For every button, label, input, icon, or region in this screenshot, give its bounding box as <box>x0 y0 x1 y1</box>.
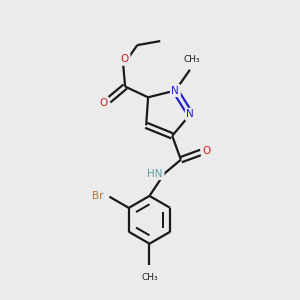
Text: N: N <box>172 85 179 95</box>
Text: Br: Br <box>92 191 103 201</box>
Text: CH₃: CH₃ <box>141 273 158 282</box>
Text: HN: HN <box>147 169 163 178</box>
Text: CH₃: CH₃ <box>183 55 200 64</box>
Text: O: O <box>202 146 211 156</box>
Text: O: O <box>99 98 107 108</box>
Text: O: O <box>121 54 129 64</box>
Text: N: N <box>186 109 194 119</box>
